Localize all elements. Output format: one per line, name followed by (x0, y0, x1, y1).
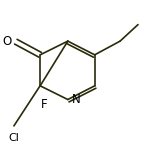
Text: Cl: Cl (8, 133, 19, 143)
Text: F: F (41, 98, 47, 111)
Text: O: O (2, 35, 11, 48)
Text: N: N (72, 93, 80, 106)
